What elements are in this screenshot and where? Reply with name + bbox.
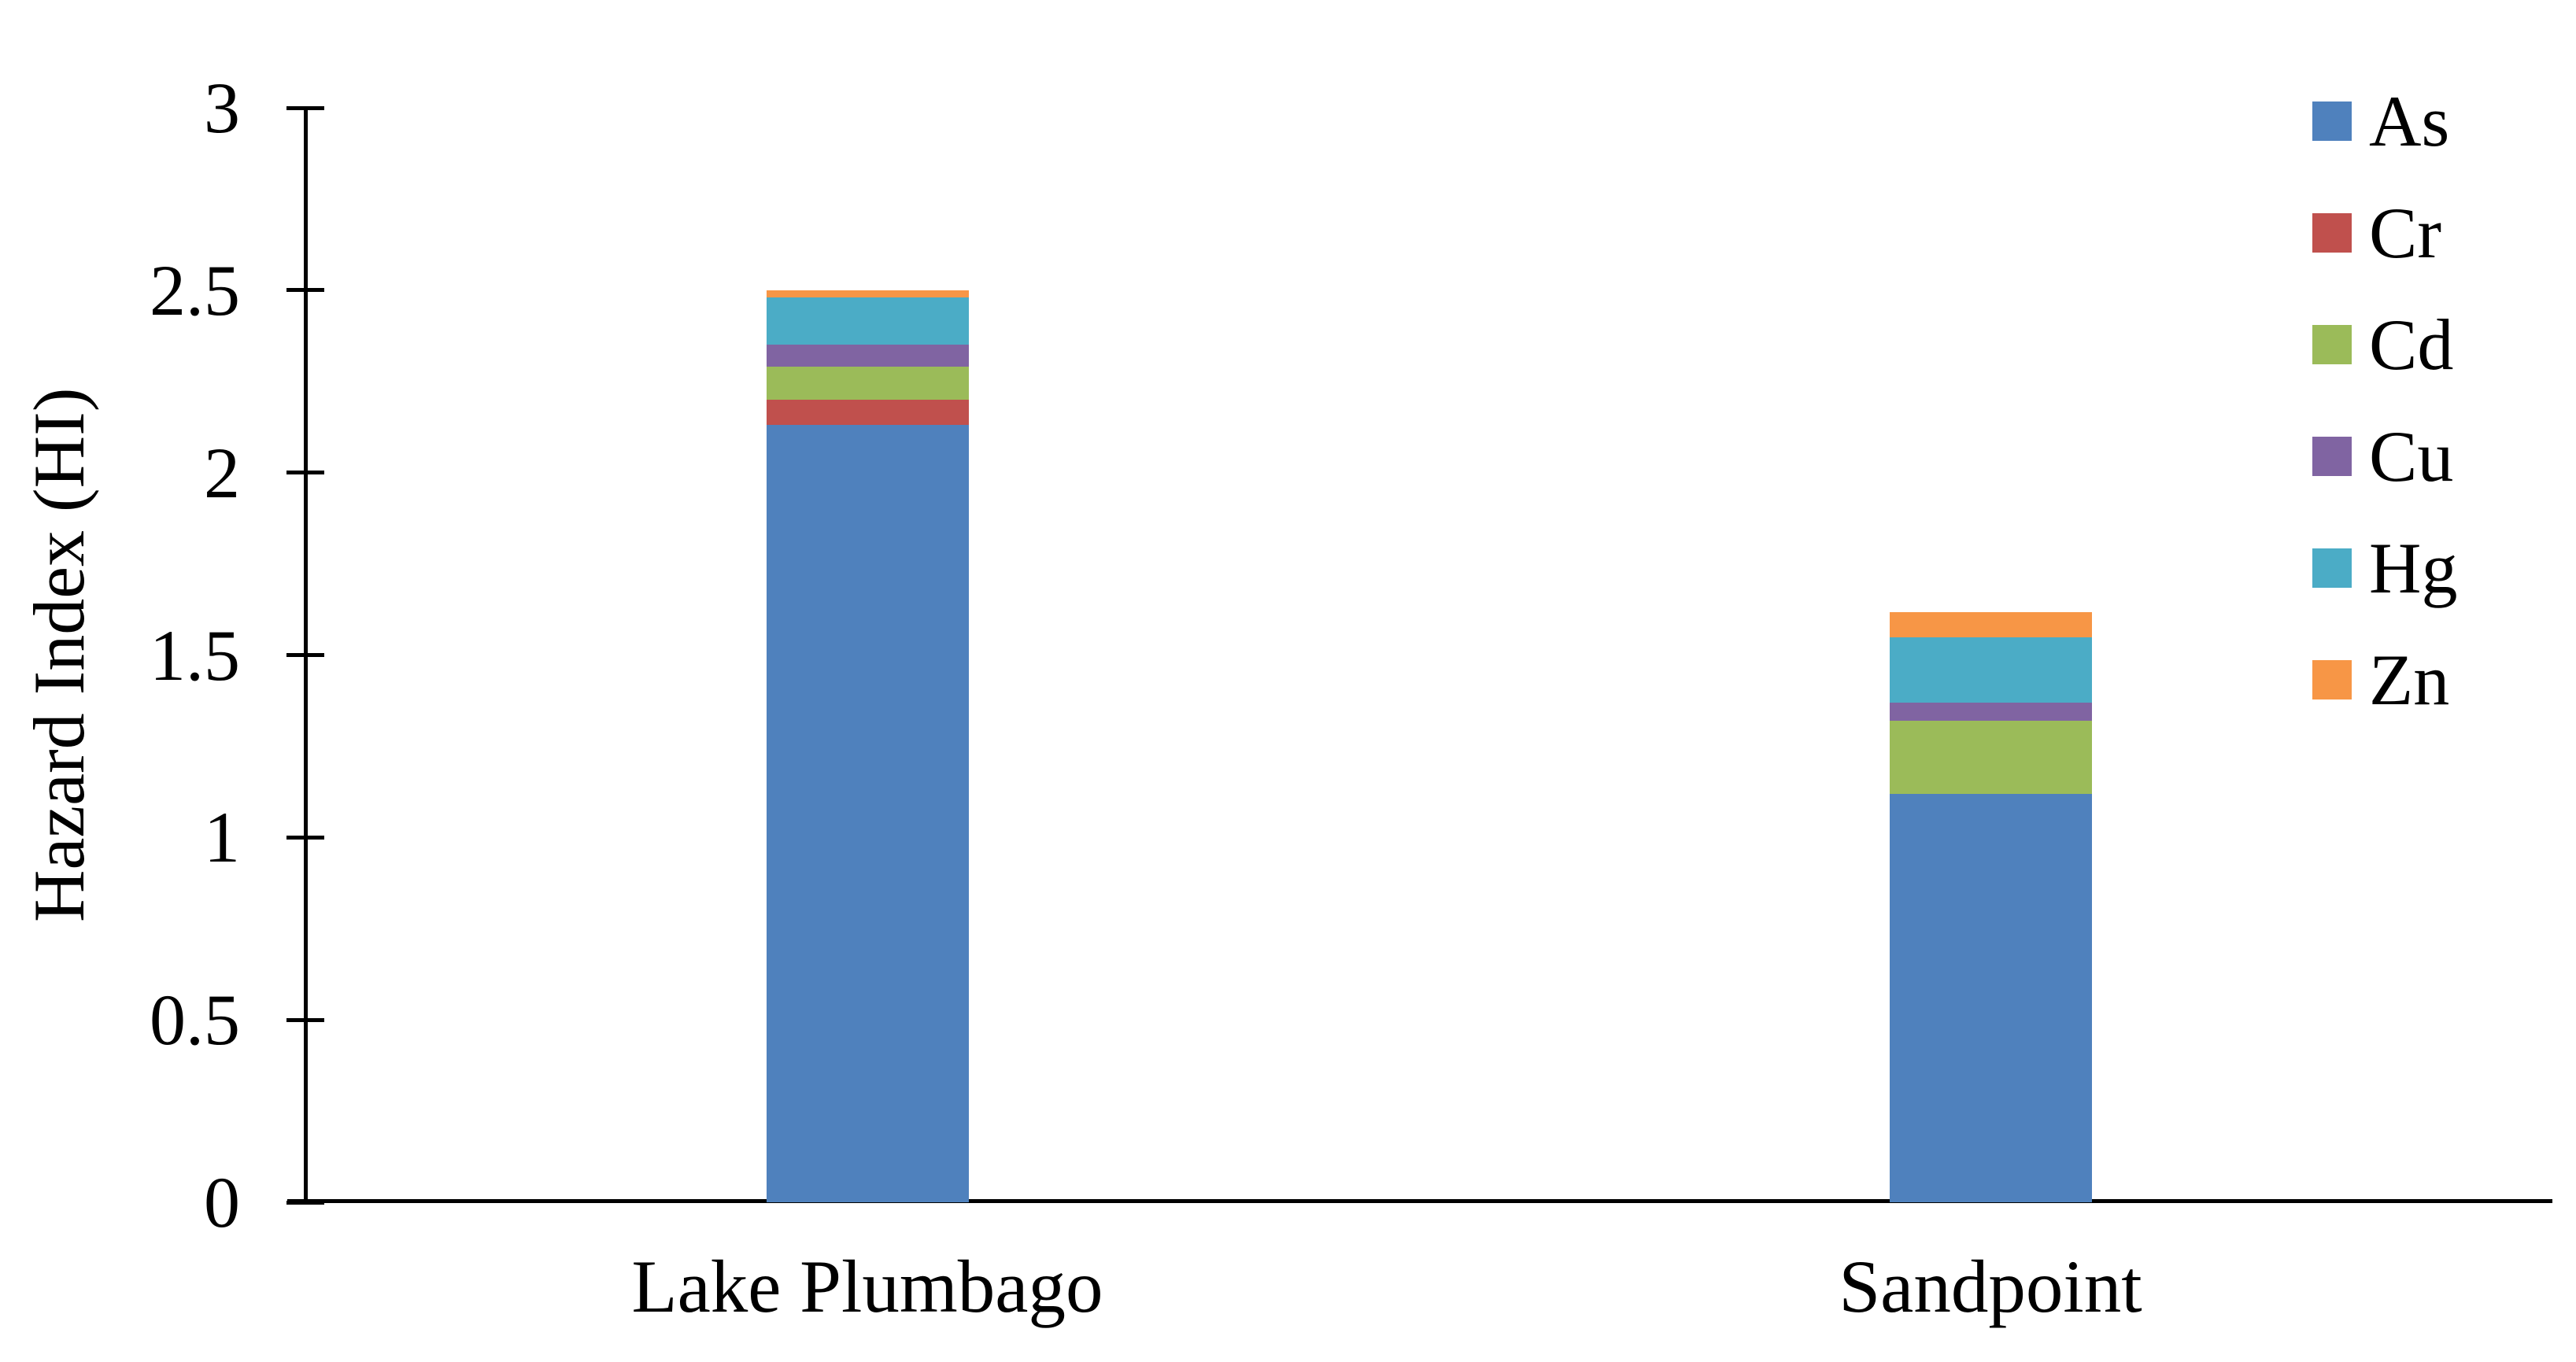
legend-label-cd: Cd <box>2369 305 2454 385</box>
bar-segment-cu-sandpoint <box>1890 703 2092 721</box>
y-tick-mark <box>286 1201 324 1205</box>
legend-label-zn: Zn <box>2369 640 2450 720</box>
bar-segment-zn-sandpoint <box>1890 612 2092 637</box>
legend-item-cr: Cr <box>2312 177 2457 289</box>
legend-label-cu: Cu <box>2369 416 2454 496</box>
legend-item-zn: Zn <box>2312 624 2457 736</box>
legend-label-as: As <box>2369 81 2450 161</box>
category-label-lake-plumbago: Lake Plumbago <box>631 1245 1103 1328</box>
y-tick-mark <box>286 471 324 474</box>
bar-segment-as-sandpoint <box>1890 794 2092 1202</box>
legend-swatch-cr-icon <box>2312 213 2352 253</box>
y-tick-mark <box>286 106 324 110</box>
y-tick-mark <box>286 1018 324 1022</box>
legend-swatch-zn-icon <box>2312 660 2352 699</box>
bar-segment-as-lake-plumbago <box>767 425 969 1202</box>
legend-item-hg: Hg <box>2312 512 2457 624</box>
y-tick-label: 0 <box>204 1162 240 1242</box>
legend-label-cr: Cr <box>2369 193 2441 273</box>
legend: As Cr Cd Cu Hg Zn <box>2312 65 2457 736</box>
x-axis-line <box>287 1199 2552 1203</box>
bar-segment-cd-lake-plumbago <box>767 367 969 400</box>
legend-item-cd: Cd <box>2312 289 2457 400</box>
bar-segment-hg-lake-plumbago <box>767 297 969 345</box>
bar-segment-hg-sandpoint <box>1890 637 2092 703</box>
category-label-sandpoint: Sandpoint <box>1839 1245 2142 1328</box>
bar-segment-cd-sandpoint <box>1890 721 2092 794</box>
legend-swatch-cd-icon <box>2312 325 2352 364</box>
y-tick-label: 0.5 <box>150 980 240 1060</box>
legend-swatch-as-icon <box>2312 102 2352 141</box>
y-tick-label: 2 <box>204 433 240 513</box>
y-tick-label: 1.5 <box>150 615 240 696</box>
y-tick-label: 2.5 <box>150 250 240 330</box>
y-tick-mark <box>286 653 324 657</box>
legend-swatch-hg-icon <box>2312 548 2352 588</box>
legend-item-cu: Cu <box>2312 400 2457 512</box>
y-tick-label: 1 <box>204 797 240 877</box>
y-tick-mark <box>286 836 324 840</box>
bar-segment-cr-lake-plumbago <box>767 400 969 425</box>
legend-swatch-cu-icon <box>2312 437 2352 476</box>
legend-item-as: As <box>2312 65 2457 177</box>
y-tick-label: 3 <box>204 68 240 148</box>
bar-segment-zn-lake-plumbago <box>767 290 969 297</box>
bar-segment-cu-lake-plumbago <box>767 345 969 367</box>
legend-label-hg: Hg <box>2369 528 2458 608</box>
y-tick-mark <box>286 288 324 292</box>
